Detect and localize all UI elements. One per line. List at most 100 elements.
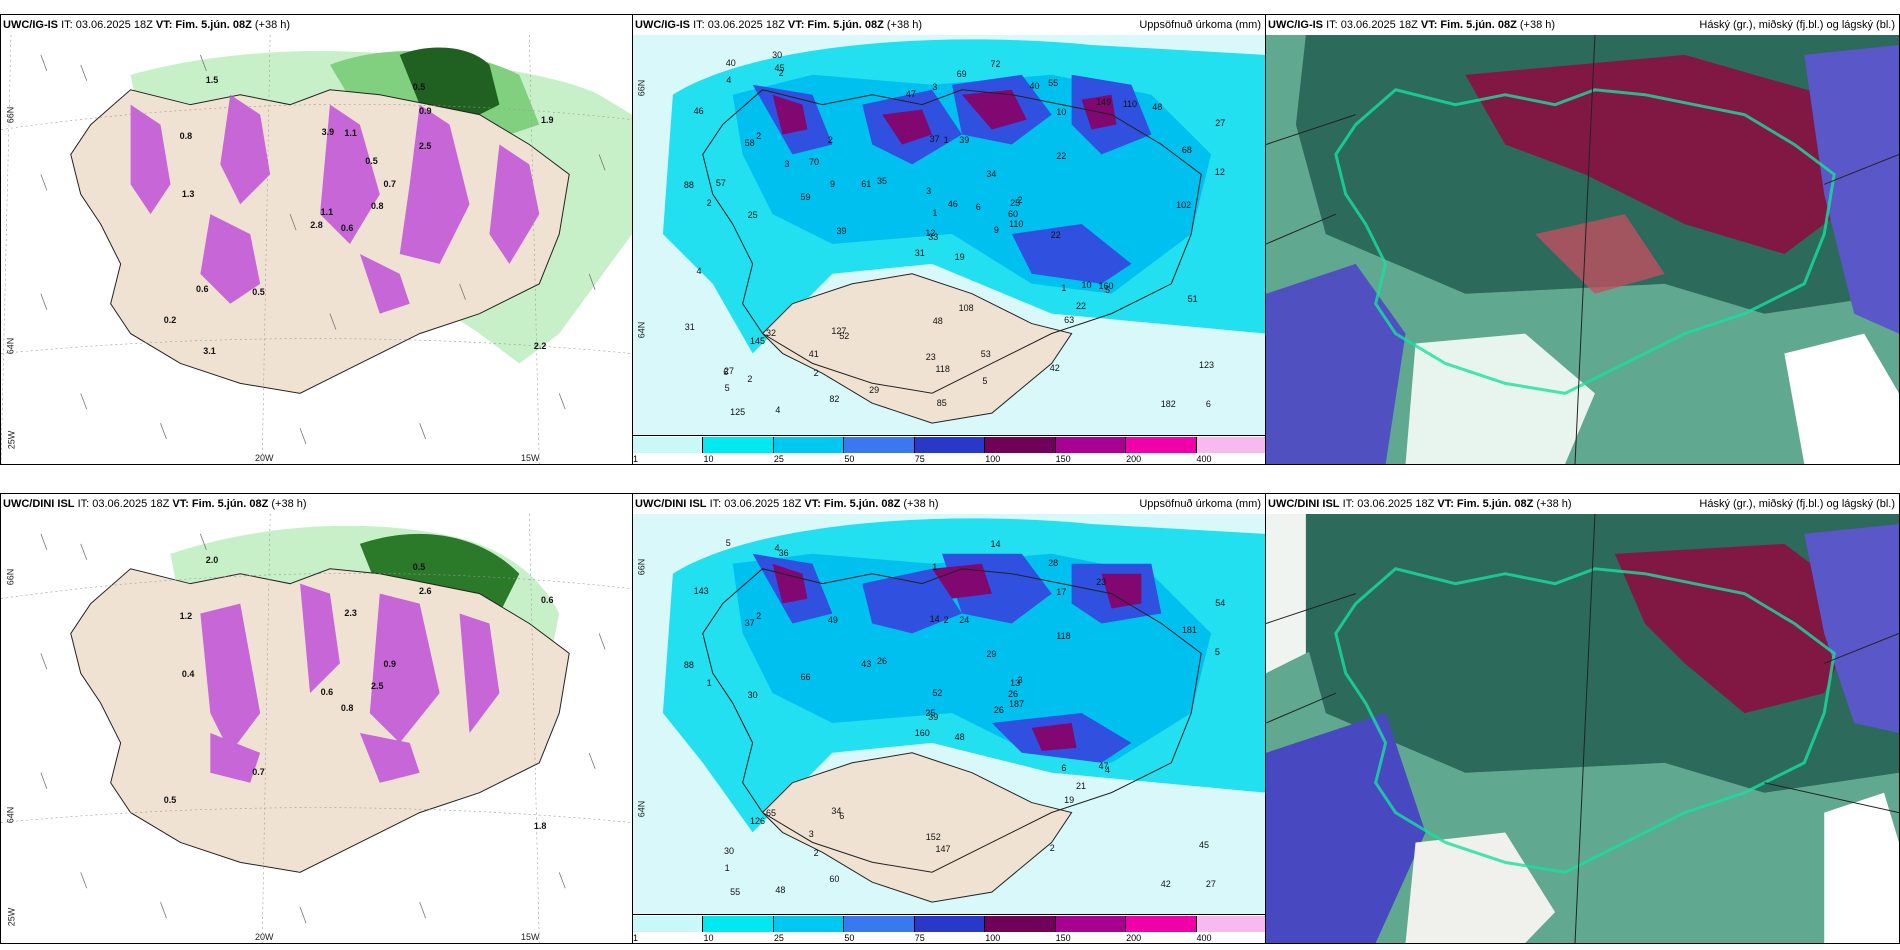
map-value-label: 4	[774, 543, 780, 554]
lon-label-20: 20W	[255, 453, 274, 463]
map-value-label: 3	[1017, 674, 1023, 685]
map-value-label: 35	[876, 176, 887, 187]
map-wind-igis[interactable]	[1, 35, 632, 464]
map-value-label: 29	[869, 384, 880, 395]
map-value-label: 46	[947, 199, 958, 210]
map-value-label: 0.8	[340, 702, 354, 713]
map-value-label: 68	[1181, 145, 1192, 156]
map-value-label: 63	[1064, 315, 1075, 326]
panel-wind-igis: UWC/IG-IS IT: 03.06.2025 18Z VT: Fim. 5.…	[0, 14, 633, 465]
map-value-label: 1.2	[179, 610, 193, 621]
map-value-label: 182	[1160, 398, 1176, 409]
map-value-label: 25	[1010, 197, 1021, 208]
map-value-label: 48	[954, 731, 965, 742]
map-value-label: 5	[1214, 646, 1220, 657]
map-value-label: 42	[1049, 363, 1060, 374]
map-value-label: 6	[975, 201, 981, 212]
map-value-label: 33	[928, 232, 939, 243]
map-value-label: 19	[1064, 795, 1075, 806]
map-value-label: 0.6	[340, 222, 354, 233]
map-value-label: 2	[813, 368, 819, 379]
map-value-label: 34	[831, 805, 842, 816]
panel-header: UWC/IG-IS IT: 03.06.2025 18Z VT: Fim. 5.…	[635, 19, 1261, 31]
map-value-label: 0.5	[163, 794, 177, 805]
map-value-label: 145	[750, 335, 766, 346]
colorbar-tick-label: 1	[633, 933, 639, 943]
map-value-label: 58	[744, 137, 755, 148]
map-value-label: 34	[986, 168, 997, 179]
lat-label-66: 66N	[636, 558, 647, 576]
map-value-label: 60	[1008, 208, 1019, 219]
map-value-label: 160	[914, 728, 930, 739]
colorbar-tick-label: 10	[703, 454, 714, 464]
map-value-label: 2.8	[310, 219, 323, 230]
colorbar-swatch	[703, 437, 774, 453]
map-value-label: 47	[905, 89, 916, 100]
map-value-label: 55	[1048, 77, 1059, 88]
map-value-label: 23	[925, 351, 936, 362]
map-value-label: 2	[827, 135, 833, 146]
panel-precip-igis: UWC/IG-IS IT: 03.06.2025 18Z VT: Fim. 5.…	[632, 14, 1266, 465]
colorbar-swatch	[844, 916, 915, 932]
map-value-label: 27	[1205, 879, 1216, 890]
map-value-label: 118	[935, 364, 950, 375]
map-value-label: 1	[1061, 282, 1067, 293]
map-value-label: 110	[1122, 99, 1138, 110]
map-value-label: 0.6	[196, 284, 209, 295]
panel-precip-dini: UWC/DINI ISL IT: 03.06.2025 18Z VT: Fim.…	[632, 493, 1266, 944]
map-precip-dini[interactable]	[633, 514, 1265, 915]
lat-label-66: 66N	[636, 79, 647, 97]
map-value-label: 3	[932, 82, 938, 93]
panel-clouds-dini: UWC/DINI ISL IT: 03.06.2025 18Z VT: Fim.…	[1265, 493, 1900, 944]
map-value-label: 66	[800, 671, 811, 682]
colorbar-tick-label: 75	[914, 454, 925, 464]
map-value-label: 26	[876, 656, 887, 667]
panel-header: UWC/IG-IS IT: 03.06.2025 18Z VT: Fim. 5.…	[3, 19, 291, 31]
map-value-label: 48	[932, 315, 943, 326]
map-wind-dini[interactable]	[1, 514, 632, 943]
map-value-label: 12	[1214, 166, 1225, 177]
map-value-label: 4	[775, 404, 781, 415]
map-value-label: 4	[726, 74, 732, 85]
map-value-label: 65	[766, 808, 777, 819]
colorbar-swatch	[773, 437, 845, 453]
map-value-label: 21	[1075, 781, 1086, 792]
lat-label-64: 64N	[636, 800, 647, 818]
colorbar-swatch	[985, 916, 1056, 932]
map-value-label: 24	[959, 614, 970, 625]
map-value-label: 4	[1104, 765, 1110, 776]
map-svg	[1266, 35, 1899, 464]
map-value-label: 3.1	[203, 345, 216, 356]
map-value-label: 2	[943, 614, 949, 625]
lon-label-25: 25W	[6, 907, 17, 927]
map-value-label: 0.2	[163, 314, 177, 325]
map-value-label: 110	[1008, 218, 1024, 229]
map-value-label: 5	[1104, 285, 1110, 296]
colorbar-tick-label: 10	[703, 933, 714, 943]
colorbar: 1 10 25 50 75 100 150 200 400	[633, 914, 1265, 943]
map-value-label: 32	[766, 328, 777, 339]
map-clouds-igis[interactable]	[1266, 35, 1899, 464]
map-value-label: 0.4	[181, 668, 195, 679]
map-precip-igis[interactable]	[633, 35, 1265, 436]
map-value-label: 2	[706, 198, 712, 209]
colorbar-tick-label: 25	[773, 454, 784, 464]
map-value-label: 43	[861, 658, 872, 669]
map-value-label: 41	[808, 348, 819, 359]
colorbar-swatch	[1126, 437, 1197, 453]
map-value-label: 1.9	[540, 114, 554, 125]
map-value-label: 31	[684, 322, 695, 333]
map-value-label: 123	[1199, 359, 1215, 370]
map-clouds-dini[interactable]	[1266, 514, 1899, 943]
map-value-label: 13	[1010, 677, 1021, 688]
map-value-label: 55	[730, 886, 741, 897]
map-value-label: 0.5	[365, 155, 378, 166]
map-value-label: 1	[724, 863, 730, 874]
map-value-label: 45	[1199, 839, 1210, 850]
map-value-label: 88	[683, 659, 694, 670]
colorbar-swatch	[1055, 916, 1127, 932]
lon-label-20: 20W	[255, 932, 274, 942]
colorbar-swatch	[703, 916, 774, 932]
map-value-label: 2.0	[205, 554, 219, 565]
map-value-label: 118	[1056, 631, 1071, 642]
